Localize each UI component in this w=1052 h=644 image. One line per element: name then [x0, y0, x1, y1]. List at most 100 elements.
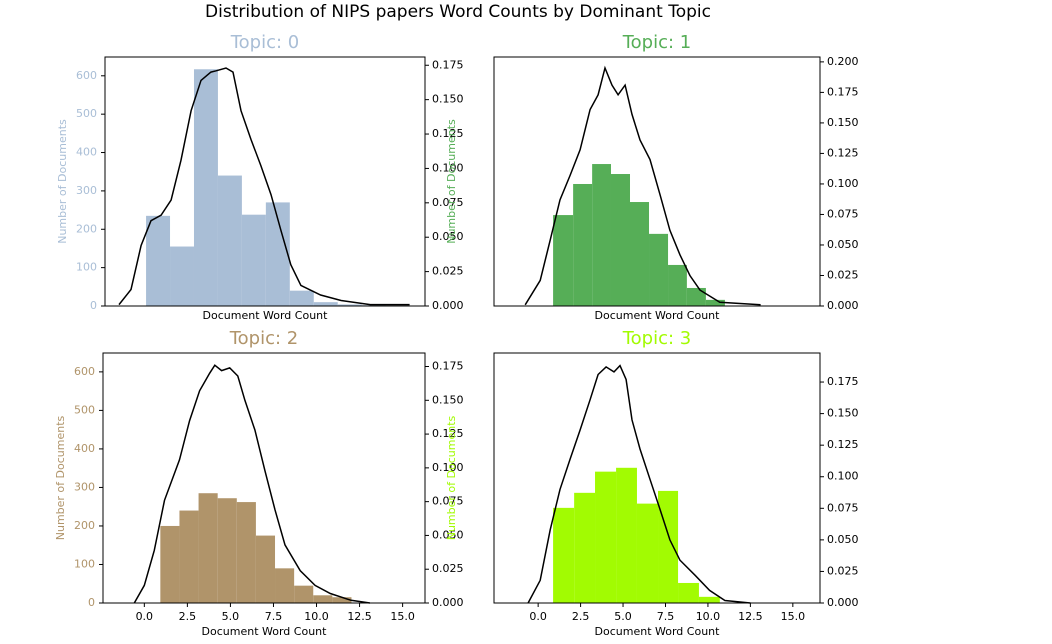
- y2-tick-label: 0.125: [827, 146, 859, 159]
- histogram-bar: [241, 214, 266, 306]
- subplot-title: Topic: 2: [229, 328, 299, 349]
- y2-tick-label: 0.050: [432, 230, 464, 243]
- subplot-title: Topic: 0: [230, 32, 300, 53]
- y2-tick-label: 0.050: [432, 528, 464, 541]
- y-tick-label: 200: [76, 222, 97, 235]
- histogram-bar: [313, 595, 333, 603]
- kde-line: [133, 364, 371, 604]
- histogram-bar: [658, 490, 679, 603]
- x-tick-label: 7.5: [657, 610, 675, 623]
- y2-tick-label: 0.125: [432, 127, 464, 140]
- y2-tick-label: 0.075: [827, 207, 859, 220]
- histogram-bar: [636, 503, 659, 603]
- histogram-bar: [649, 233, 669, 306]
- histogram-bar: [275, 568, 295, 603]
- histogram-bar: [592, 164, 611, 306]
- histogram-bar: [313, 302, 338, 306]
- x-tick-label: 5.0: [614, 610, 632, 623]
- histogram-bar: [705, 299, 725, 306]
- x-tick-label: 15.0: [781, 610, 806, 623]
- y2-tick-label: 0.025: [432, 265, 464, 278]
- y-axis-label: Number of Documents: [54, 415, 67, 540]
- x-tick-label: 2.5: [179, 610, 197, 623]
- y2-tick-label: 0.025: [827, 564, 859, 577]
- histogram-bar: [686, 287, 706, 306]
- x-tick-label: 15.0: [390, 610, 415, 623]
- y-tick-label: 600: [76, 69, 97, 82]
- histogram-bar: [289, 290, 314, 306]
- y2-tick-label: 0.125: [827, 438, 859, 451]
- histogram-bar: [160, 525, 180, 603]
- y-tick-label: 0: [88, 596, 95, 609]
- histogram-bar: [574, 492, 596, 603]
- y2-tick-label: 0.125: [432, 427, 464, 440]
- kde-line: [527, 364, 751, 604]
- histogram-bar: [294, 585, 314, 603]
- histogram-bar: [573, 183, 593, 306]
- y2-tick-label: 0.075: [827, 501, 859, 514]
- y2-tick-label: 0.100: [432, 161, 464, 174]
- plot-frame: [102, 352, 426, 604]
- histogram-bar: [170, 246, 194, 306]
- y2-tick-label: 0.075: [432, 495, 464, 508]
- y2-tick-label: 0.000: [432, 596, 464, 609]
- histogram-bar: [553, 507, 575, 603]
- y2-tick-label: 0.100: [827, 470, 859, 483]
- histogram-bar: [198, 493, 218, 603]
- histogram-bar: [236, 502, 256, 603]
- y2-tick-label: 0.200: [827, 55, 859, 68]
- y2-tick-label: 0.025: [827, 268, 859, 281]
- x-axis-label: Document Word Count: [595, 309, 721, 322]
- histogram-bar: [595, 471, 617, 603]
- figure-title: Distribution of NIPS papers Word Counts …: [205, 2, 711, 22]
- x-tick-label: 12.5: [347, 610, 372, 623]
- plot-frame: [493, 352, 821, 604]
- histogram-bar: [193, 69, 218, 307]
- x-tick-label: 12.5: [738, 610, 763, 623]
- x-tick-label: 7.5: [265, 610, 283, 623]
- y-tick-label: 300: [74, 480, 95, 493]
- histogram-bar: [678, 582, 699, 603]
- y-tick-label: 0: [90, 299, 97, 312]
- y-tick-label: 500: [74, 403, 95, 416]
- y2-tick-label: 0.150: [827, 407, 859, 420]
- y-axis-label: Number of Documents: [445, 415, 458, 540]
- y2-tick-label: 0.050: [827, 238, 859, 251]
- subplot-title: Topic: 3: [622, 328, 692, 349]
- histogram-bar: [217, 498, 237, 603]
- y2-tick-label: 0.175: [827, 375, 859, 388]
- histogram-bar: [668, 264, 687, 306]
- y2-tick-label: 0.100: [827, 177, 859, 190]
- y2-tick-label: 0.000: [827, 596, 859, 609]
- y-tick-label: 100: [76, 261, 97, 274]
- kde-line: [118, 67, 410, 306]
- kde-line: [524, 65, 761, 306]
- x-axis-label: Document Word Count: [202, 625, 328, 638]
- y2-tick-label: 0.075: [432, 196, 464, 209]
- y-axis-label: Number of Documents: [445, 119, 458, 244]
- y-tick-label: 300: [76, 184, 97, 197]
- y-tick-label: 600: [74, 365, 95, 378]
- plot-frame: [493, 56, 821, 307]
- histogram-bar: [255, 535, 276, 603]
- subplot-title: Topic: 1: [622, 32, 692, 53]
- histogram-bar: [179, 510, 199, 603]
- y2-tick-label: 0.175: [827, 85, 859, 98]
- y-tick-label: 500: [76, 107, 97, 120]
- y2-tick-label: 0.025: [432, 562, 464, 575]
- y2-tick-label: 0.175: [432, 360, 464, 373]
- y2-tick-label: 0.150: [432, 93, 464, 106]
- y-tick-label: 200: [74, 519, 95, 532]
- histogram-bar: [553, 215, 574, 306]
- histogram-bar: [265, 202, 290, 306]
- x-tick-label: 10.0: [304, 610, 329, 623]
- x-tick-label: 5.0: [222, 610, 240, 623]
- y-tick-label: 100: [74, 557, 95, 570]
- plot-frame: [104, 56, 426, 307]
- y-tick-label: 400: [74, 442, 95, 455]
- y2-tick-label: 0.175: [432, 58, 464, 71]
- histogram-bar: [217, 175, 242, 306]
- y-tick-label: 400: [76, 146, 97, 159]
- x-axis-label: Document Word Count: [203, 309, 329, 322]
